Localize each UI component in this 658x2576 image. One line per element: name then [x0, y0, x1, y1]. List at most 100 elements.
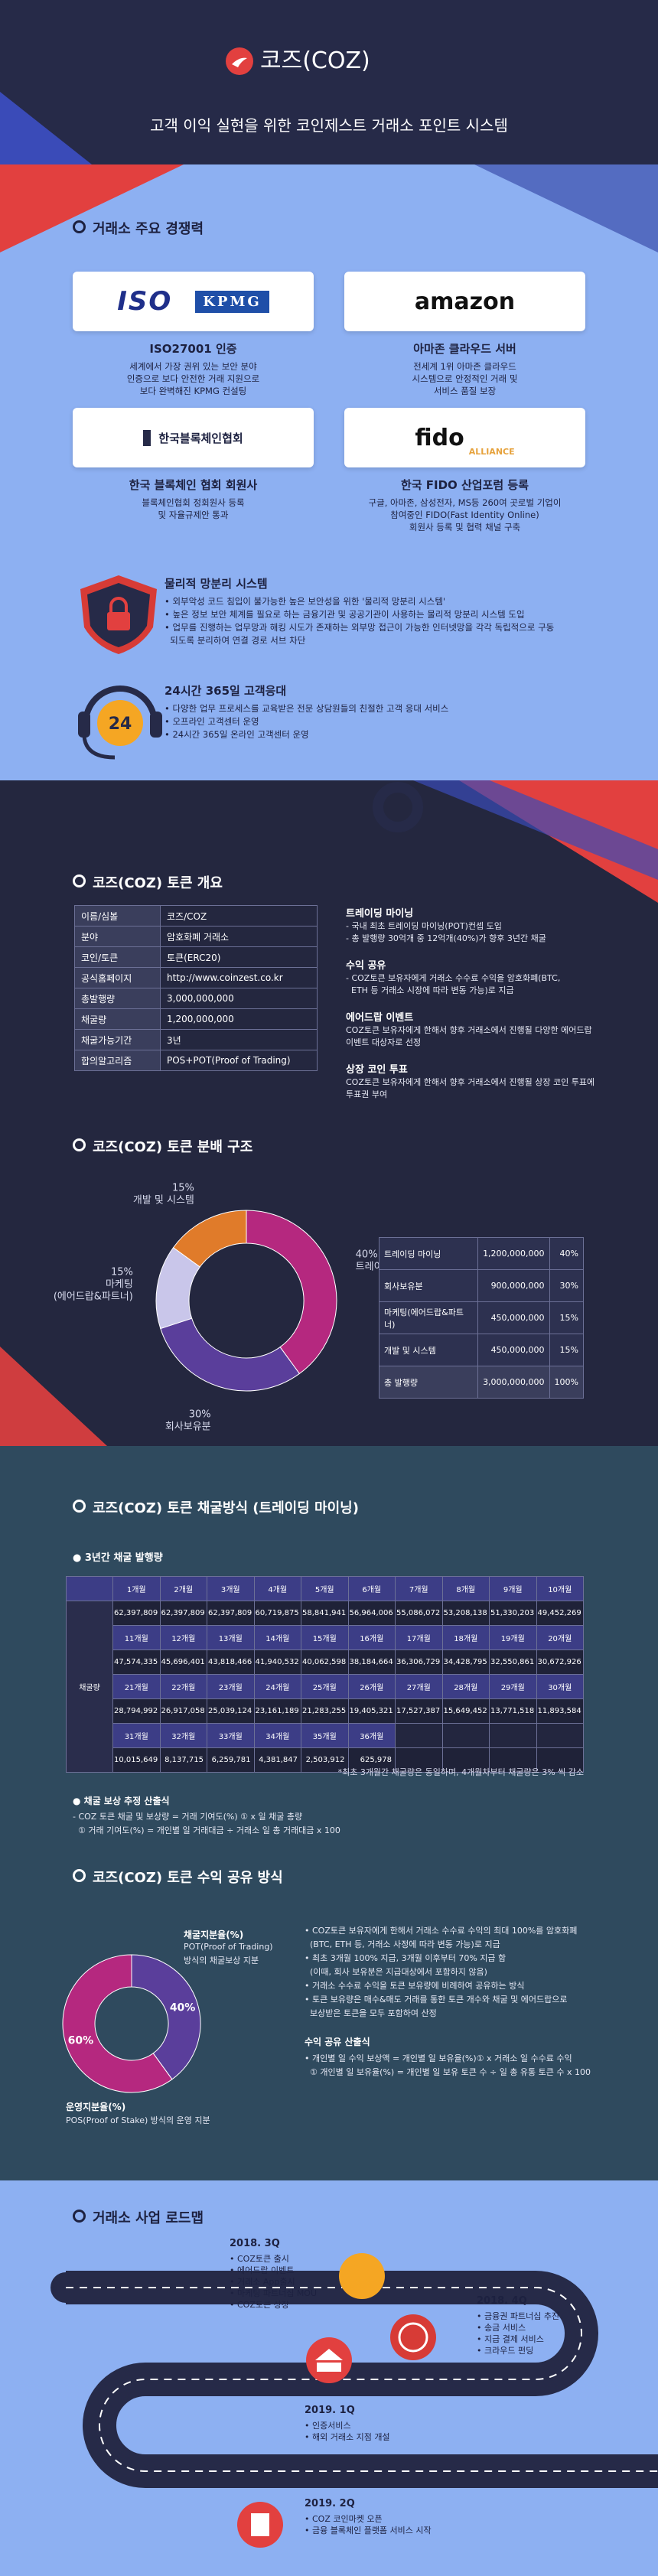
table-cell: 합의알고리즘: [74, 1050, 161, 1071]
amount-cell: 10,015,649: [112, 1747, 161, 1773]
legend-line: 방식의 채굴보상 지분: [184, 1956, 259, 1965]
milestone-item: • COZ 코인마켓 오픈: [305, 2514, 383, 2524]
month-cell: 31개월: [112, 1723, 161, 1748]
month-cell: 18개월: [441, 1625, 490, 1650]
table-cell: 이름/심볼: [74, 905, 161, 927]
formula-line: ① 거래 기여도(%) = 개인별 일 거래대금 ÷ 거래소 일 총 거래대금 …: [73, 1825, 340, 1835]
point-line: 투표권 부여: [346, 1089, 388, 1099]
lock-shackle: [109, 597, 128, 612]
table-cell: 15%: [549, 1334, 585, 1366]
donut-segment: [160, 1317, 301, 1392]
month-cell: 19개월: [489, 1625, 537, 1650]
table-cell: 40%: [549, 1237, 585, 1270]
month-cell: 26개월: [347, 1674, 396, 1699]
overview-table: 이름/심볼 코즈/COZ 분야 암호화폐 거래소 코인/토큰 토큰(ERC20) 공식홈페이…: [74, 905, 318, 1071]
table-cell: 총발행량: [74, 988, 161, 1009]
milestone-item: • COZ토큰 출시: [230, 2254, 289, 2264]
month-cell: 1개월: [112, 1576, 161, 1601]
table-row: 개발 및 시스템 450,000,000 15%: [378, 1334, 585, 1366]
month-cell: 25개월: [301, 1674, 349, 1699]
note: *최초 3개월간 채굴량은 동일하며, 4개월차부터 채굴량은 3% 씩 감소: [337, 1767, 584, 1777]
card-title: 아마존 클라우드 서버: [413, 342, 516, 356]
logo-card: amazon: [344, 272, 585, 331]
headset-mic: [82, 735, 116, 760]
feature-line: • 높은 정보 보안 체계를 필요로 하는 금융기관 및 공공기관이 사용하는 …: [164, 609, 525, 620]
amount-cell: 21,283,255: [301, 1698, 349, 1724]
bullet-line: 보상받은 토큰을 모두 포함하여 산정: [305, 2008, 437, 2018]
formula-line: • 개인별 일 수익 보상액 = 개인별 일 보유율(%)① x 거래소 일 수…: [305, 2053, 572, 2063]
milestone-item: • 해외 거래소 지점 개설: [305, 2432, 390, 2442]
logo-text: 한국블록체인협회: [143, 429, 243, 446]
won-icon: [398, 2322, 428, 2353]
milestone-item: • 지급 결제 서비스: [477, 2334, 544, 2344]
amount-cell: 625,978: [347, 1747, 396, 1773]
table-cell: 900,000,000: [477, 1269, 550, 1302]
milestone-item: • 마케팅 파트너십 MOU: [230, 2288, 318, 2298]
table-cell: 총 발행량: [378, 1366, 479, 1399]
milestone-item: • 송금 서비스: [477, 2323, 526, 2333]
card-title: 한국 블록체인 협회 회원사: [129, 478, 258, 492]
month-cell: 15개월: [301, 1625, 349, 1650]
lock-icon: [107, 612, 130, 630]
month-cell: 20개월: [536, 1625, 584, 1650]
empty-cell: [489, 1723, 537, 1748]
month-cell: 17개월: [395, 1625, 443, 1650]
table-cell: http://www.coinzest.co.kr: [160, 967, 318, 988]
table-cell: 채굴가능기간: [74, 1029, 161, 1050]
donut-label: 15%: [111, 1267, 133, 1278]
logo-text: amazon: [414, 288, 516, 315]
section-title: 거래소 주요 경쟁력: [73, 218, 204, 238]
amount-cell: 60,719,875: [253, 1601, 301, 1626]
milestone-period: 2019. 2Q: [305, 2498, 355, 2509]
icon-text: 24: [109, 715, 132, 734]
feature-line: 되도록 분리하여 연결 경로 서브 차단: [164, 635, 306, 646]
section-title: 코즈(COZ) 토큰 개요: [73, 872, 223, 892]
feature-line: • 24시간 365일 온라인 고객센터 운영: [164, 729, 309, 740]
headset-face: [97, 700, 143, 746]
card-title: ISO27001 인증: [149, 342, 237, 356]
month-cell: 21개월: [112, 1674, 161, 1699]
formula-title: 수익 공유 산출식: [305, 2037, 370, 2047]
table-cell: 1,200,000,000: [160, 1008, 318, 1030]
amount-row: 채굴량 62,397,809 62,397,809 62,397,809 60,719,…: [66, 1601, 584, 1773]
amount-cell: 53,208,138: [441, 1601, 490, 1626]
corner-cell: [66, 1576, 113, 1601]
decor-triangle: [0, 164, 184, 252]
amount-cell: 26,917,058: [159, 1698, 207, 1724]
table-row: 마케팅(에어드랍&파트너) 450,000,000 15%: [378, 1301, 585, 1334]
decor-triangle: [0, 92, 92, 164]
amount-cell: 23,161,189: [253, 1698, 301, 1724]
card-desc: 아마존 클라우드 서버 전세계 1위 아마존 클라우드 시스템으로 안정적인 거래 …: [344, 340, 585, 397]
month-cell: 33개월: [207, 1723, 255, 1748]
table-cell: 분야: [74, 926, 161, 947]
month-cell: 24개월: [253, 1674, 301, 1699]
logo-card: ISO KPMG: [73, 272, 314, 331]
amount-cell: 38,184,664: [347, 1649, 396, 1675]
point-title: 수익 공유: [346, 960, 386, 972]
table-cell: 트레이딩 마이닝: [378, 1237, 479, 1270]
point-title: 트레이딩 마이닝: [346, 908, 414, 920]
table-row: 공식홈페이지 http://www.coinzest.co.kr: [74, 967, 318, 988]
headset-icon: [83, 686, 158, 724]
table-row: 채굴량 1,200,000,000: [74, 1008, 318, 1030]
amount-cell: 43,818,466: [207, 1649, 255, 1675]
empty-cell: [536, 1723, 584, 1748]
month-cell: 16개월: [347, 1625, 396, 1650]
milestone-period: 2019. 1Q: [305, 2405, 355, 2416]
amount-cell: 62,397,809: [112, 1601, 161, 1626]
amount-cell: 8,137,715: [159, 1747, 207, 1773]
legend-line: POS(Proof of Stake) 방식의 운영 지분: [66, 2115, 210, 2125]
amount-cell: 62,397,809: [159, 1601, 207, 1626]
table-row: 총 발행량 3,000,000,000 100%: [378, 1366, 585, 1399]
month-cell: 3개월: [207, 1576, 255, 1601]
month-row: 1개월 2개월 3개월 4개월 5개월 6개월 7개월 8개월 9개월 10개월: [66, 1576, 584, 1601]
amount-cell: 34,428,795: [441, 1649, 490, 1675]
logo-text: 코즈(COZ): [260, 47, 370, 74]
logo-mark: [232, 57, 247, 67]
table-row: 채굴가능기간 3년: [74, 1029, 318, 1050]
milestone-period: 2018. 3Q: [230, 2238, 280, 2249]
amount-cell: 55,086,072: [395, 1601, 443, 1626]
feature-title: 물리적 망분리 시스템: [164, 577, 268, 591]
logo-text: fido: [415, 424, 464, 451]
